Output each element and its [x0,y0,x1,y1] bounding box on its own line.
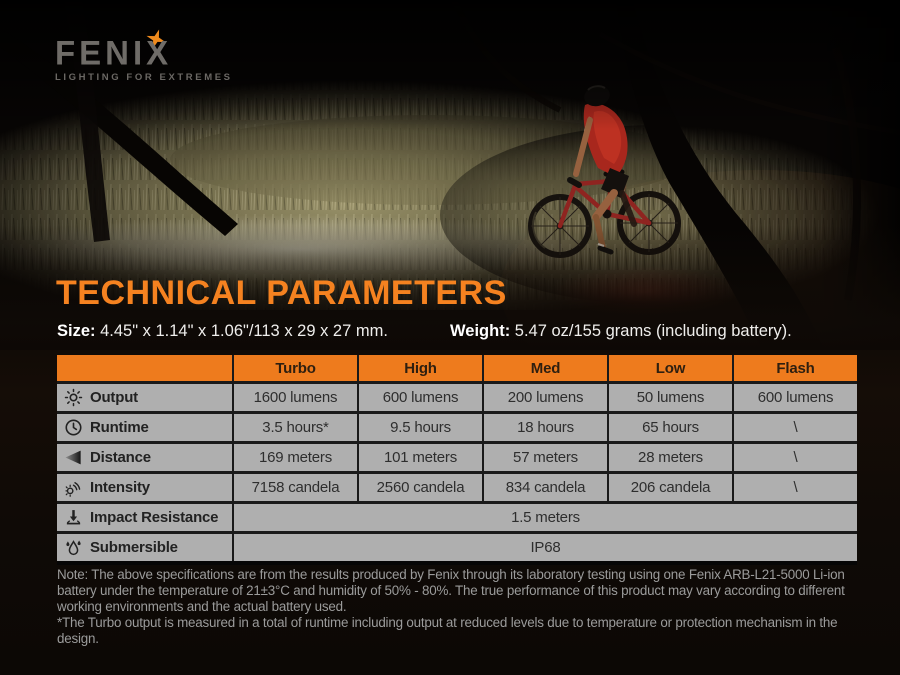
distance-med: 57 meters [484,444,607,471]
intensity-flash: \ [734,474,857,501]
intensity-turbo: 7158 candela [234,474,357,501]
mode-header-high: High [359,355,482,381]
output-high: 600 lumens [359,384,482,411]
size-value: 4.45" x 1.14" x 1.06"/113 x 29 x 27 mm. [95,322,388,340]
table-corner-cell [57,355,232,381]
distance-flash: \ [734,444,857,471]
clock-icon [65,419,82,436]
mode-header-med: Med [484,355,607,381]
footnotes: Note: The above specifications are from … [57,567,861,647]
hero-night-ride-photo [0,0,900,350]
logo-wordmark: FENIX [55,33,173,72]
row-label-submersible: Submersible [57,534,232,561]
mode-header-low: Low [609,355,732,381]
distance-turbo: 169 meters [234,444,357,471]
output-turbo: 1600 lumens [234,384,357,411]
sparkle-star-icon [146,29,166,49]
waterproof-icon [66,540,81,556]
runtime-flash: \ [734,414,857,441]
weight-value: 5.47 oz/155 grams (including battery). [510,322,792,340]
beam-distance-icon [65,450,81,465]
footnote-lab-conditions: Note: The above specifications are from … [57,567,845,614]
size-label: Size: [57,322,96,340]
intensity-icon [65,482,81,497]
row-label-distance: Distance [57,444,232,471]
impact-icon [66,510,81,525]
runtime-low: 65 hours [609,414,732,441]
intensity-low: 206 candela [609,474,732,501]
weight-label: Weight: [450,322,511,340]
submersible-value: IP68 [234,534,857,561]
intensity-high: 2560 candela [359,474,482,501]
fenix-logo: FENIX LIGHTING FOR EXTREMES [55,29,275,83]
runtime-med: 18 hours [484,414,607,441]
dimensions-line: Size: 4.45" x 1.14" x 1.06"/113 x 29 x 2… [57,322,857,344]
row-label-output: Output [57,384,232,411]
logo-tagline: LIGHTING FOR EXTREMES [55,72,233,83]
weight-spec: Weight: 5.47 oz/155 grams (including bat… [450,322,792,341]
row-label-intensity: Intensity [57,474,232,501]
technical-parameters-table: Turbo High Med Low Flash Output 1600 lum… [57,355,857,565]
runtime-turbo: 3.5 hours* [234,414,357,441]
row-label-impact-resistance: Impact Resistance [57,504,232,531]
output-flash: 600 lumens [734,384,857,411]
distance-high: 101 meters [359,444,482,471]
footnote-turbo: *The Turbo output is measured in a total… [57,615,838,646]
mode-header-turbo: Turbo [234,355,357,381]
row-label-runtime: Runtime [57,414,232,441]
impact-resistance-value: 1.5 meters [234,504,857,531]
size-spec: Size: 4.45" x 1.14" x 1.06"/113 x 29 x 2… [57,322,388,341]
distance-low: 28 meters [609,444,732,471]
brightness-icon [64,388,83,407]
output-low: 50 lumens [609,384,732,411]
output-med: 200 lumens [484,384,607,411]
intensity-med: 834 candela [484,474,607,501]
mode-header-flash: Flash [734,355,857,381]
page-title: TECHNICAL PARAMETERS [56,274,507,312]
runtime-high: 9.5 hours [359,414,482,441]
